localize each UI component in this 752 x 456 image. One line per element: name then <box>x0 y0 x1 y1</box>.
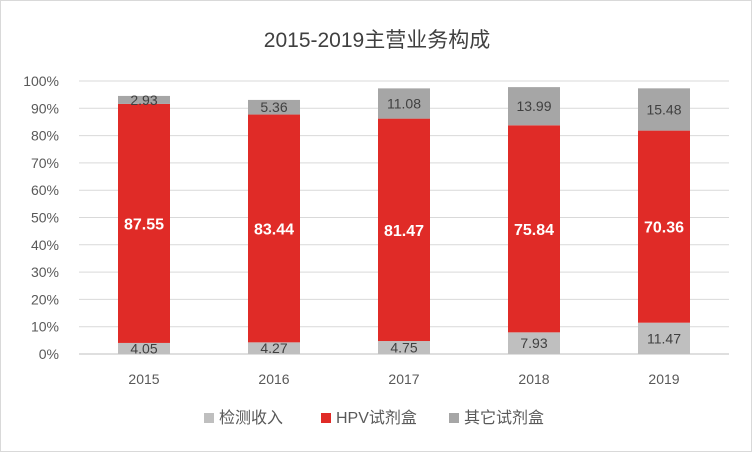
x-tick-label: 2019 <box>648 371 679 387</box>
y-tick-label: 80% <box>31 128 59 144</box>
bar-segment <box>118 103 170 343</box>
x-axis: 2015 2016 2017 2018 2019 <box>128 371 679 387</box>
data-label: 11.08 <box>387 95 421 111</box>
x-tick-label: 2016 <box>258 371 289 387</box>
y-tick-label: 100% <box>23 73 59 89</box>
bars: 4.05 87.55 2.93 4.27 83.44 5.36 4.75 81.47 11.08… <box>118 87 690 356</box>
chart-title: 2015-2019主营业务构成 <box>264 29 490 52</box>
bar-segment <box>378 88 430 119</box>
y-tick-label: 30% <box>31 264 59 280</box>
data-label: 15.48 <box>646 101 681 117</box>
data-label: 4.75 <box>390 340 417 356</box>
bar-segment <box>248 99 300 115</box>
data-label: 2.93 <box>130 92 157 108</box>
data-label: 81.47 <box>384 223 424 240</box>
bar-segment <box>638 88 690 131</box>
data-label: 87.55 <box>124 216 164 233</box>
data-label: 83.44 <box>254 221 294 238</box>
y-axis: 0% 10% 20% 30% 40% 50% 60% 70% 80% 90% 100% <box>23 73 59 362</box>
legend-label: 其它试剂盒 <box>464 409 544 427</box>
bar-segment <box>508 332 560 354</box>
y-tick-label: 60% <box>31 182 59 198</box>
x-tick-label: 2015 <box>128 371 159 387</box>
bar-segment <box>508 125 560 333</box>
bar-segment <box>378 341 430 354</box>
y-tick-label: 20% <box>31 291 59 307</box>
data-label: 75.84 <box>514 222 554 239</box>
bar-segment <box>508 87 560 126</box>
data-label: 13.99 <box>516 98 551 114</box>
bar-segment <box>118 95 170 104</box>
data-label: 11.47 <box>647 330 681 346</box>
bar-segment <box>248 342 300 354</box>
legend: 检测收入 HPV试剂盒 其它试剂盒 <box>204 409 544 427</box>
x-tick-label: 2018 <box>518 371 549 387</box>
y-tick-label: 0% <box>39 346 59 362</box>
data-label: 5.36 <box>260 99 287 115</box>
x-tick-label: 2017 <box>388 371 419 387</box>
legend-swatch <box>449 413 459 423</box>
y-tick-label: 70% <box>31 155 59 171</box>
y-tick-label: 10% <box>31 319 59 335</box>
data-label: 4.05 <box>130 340 157 356</box>
y-tick-label: 50% <box>31 210 59 226</box>
bar-segment <box>378 118 430 342</box>
data-label: 70.36 <box>644 220 684 237</box>
legend-swatch <box>204 413 214 423</box>
bar-segment <box>118 342 170 354</box>
y-tick-label: 40% <box>31 237 59 253</box>
data-label: 4.27 <box>260 340 287 356</box>
data-label: 7.93 <box>520 335 547 351</box>
legend-label: HPV试剂盒 <box>336 409 417 427</box>
bar-segment <box>248 114 300 343</box>
y-tick-label: 90% <box>31 100 59 116</box>
legend-swatch <box>321 413 331 423</box>
bar-segment <box>638 322 690 354</box>
legend-label: 检测收入 <box>219 409 283 427</box>
bar-segment <box>638 130 690 323</box>
